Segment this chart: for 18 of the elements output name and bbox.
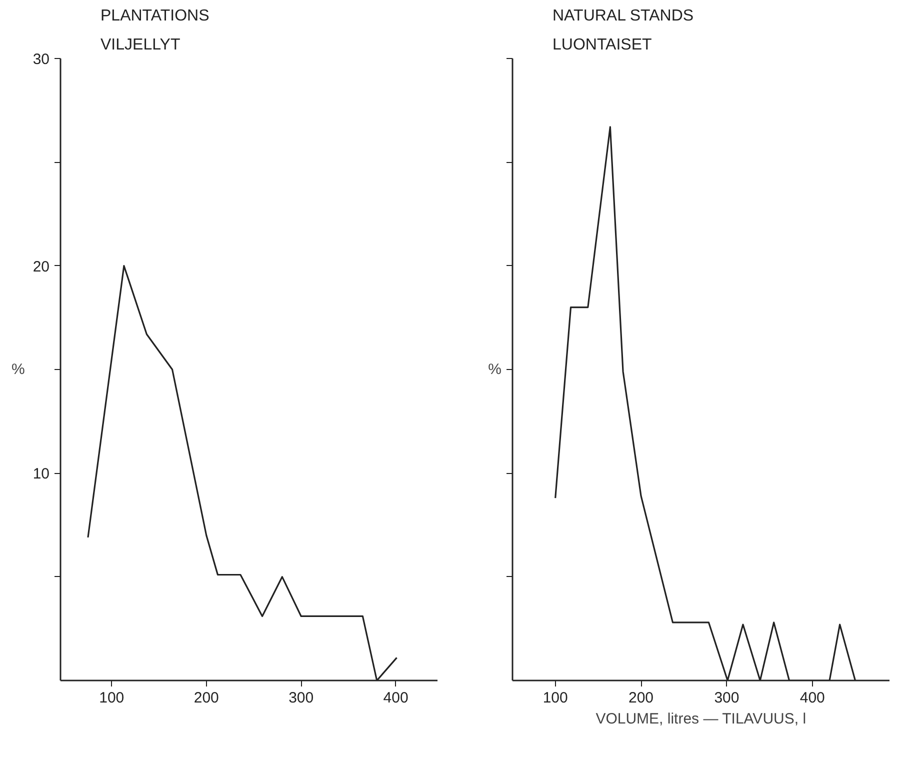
x-tick-label: 400 bbox=[800, 690, 825, 706]
x-axis-title: VOLUME, litres — TILAVUUS, l bbox=[596, 710, 806, 728]
x-tick-label: 100 bbox=[542, 690, 568, 706]
x-tick-label: 200 bbox=[628, 690, 654, 706]
y-tick-label: 10 bbox=[32, 466, 50, 483]
chart-title: NATURAL STANDS bbox=[552, 8, 694, 24]
chart-title: PLANTATIONS bbox=[100, 8, 210, 24]
x-tick-label: 400 bbox=[383, 690, 408, 706]
y-axis-title: % bbox=[488, 361, 502, 378]
y-tick-label: 30 bbox=[32, 51, 50, 68]
chart-subtitle: VILJELLYT bbox=[100, 36, 180, 54]
x-tick-label: 100 bbox=[99, 690, 124, 706]
y-tick-label: 20 bbox=[32, 258, 50, 276]
x-tick-label: 300 bbox=[714, 690, 740, 706]
chart-subtitle: LUONTAISET bbox=[552, 36, 652, 54]
y-axis-title: % bbox=[11, 361, 25, 378]
x-tick-label: 300 bbox=[288, 690, 314, 706]
x-tick-label: 200 bbox=[194, 690, 219, 706]
